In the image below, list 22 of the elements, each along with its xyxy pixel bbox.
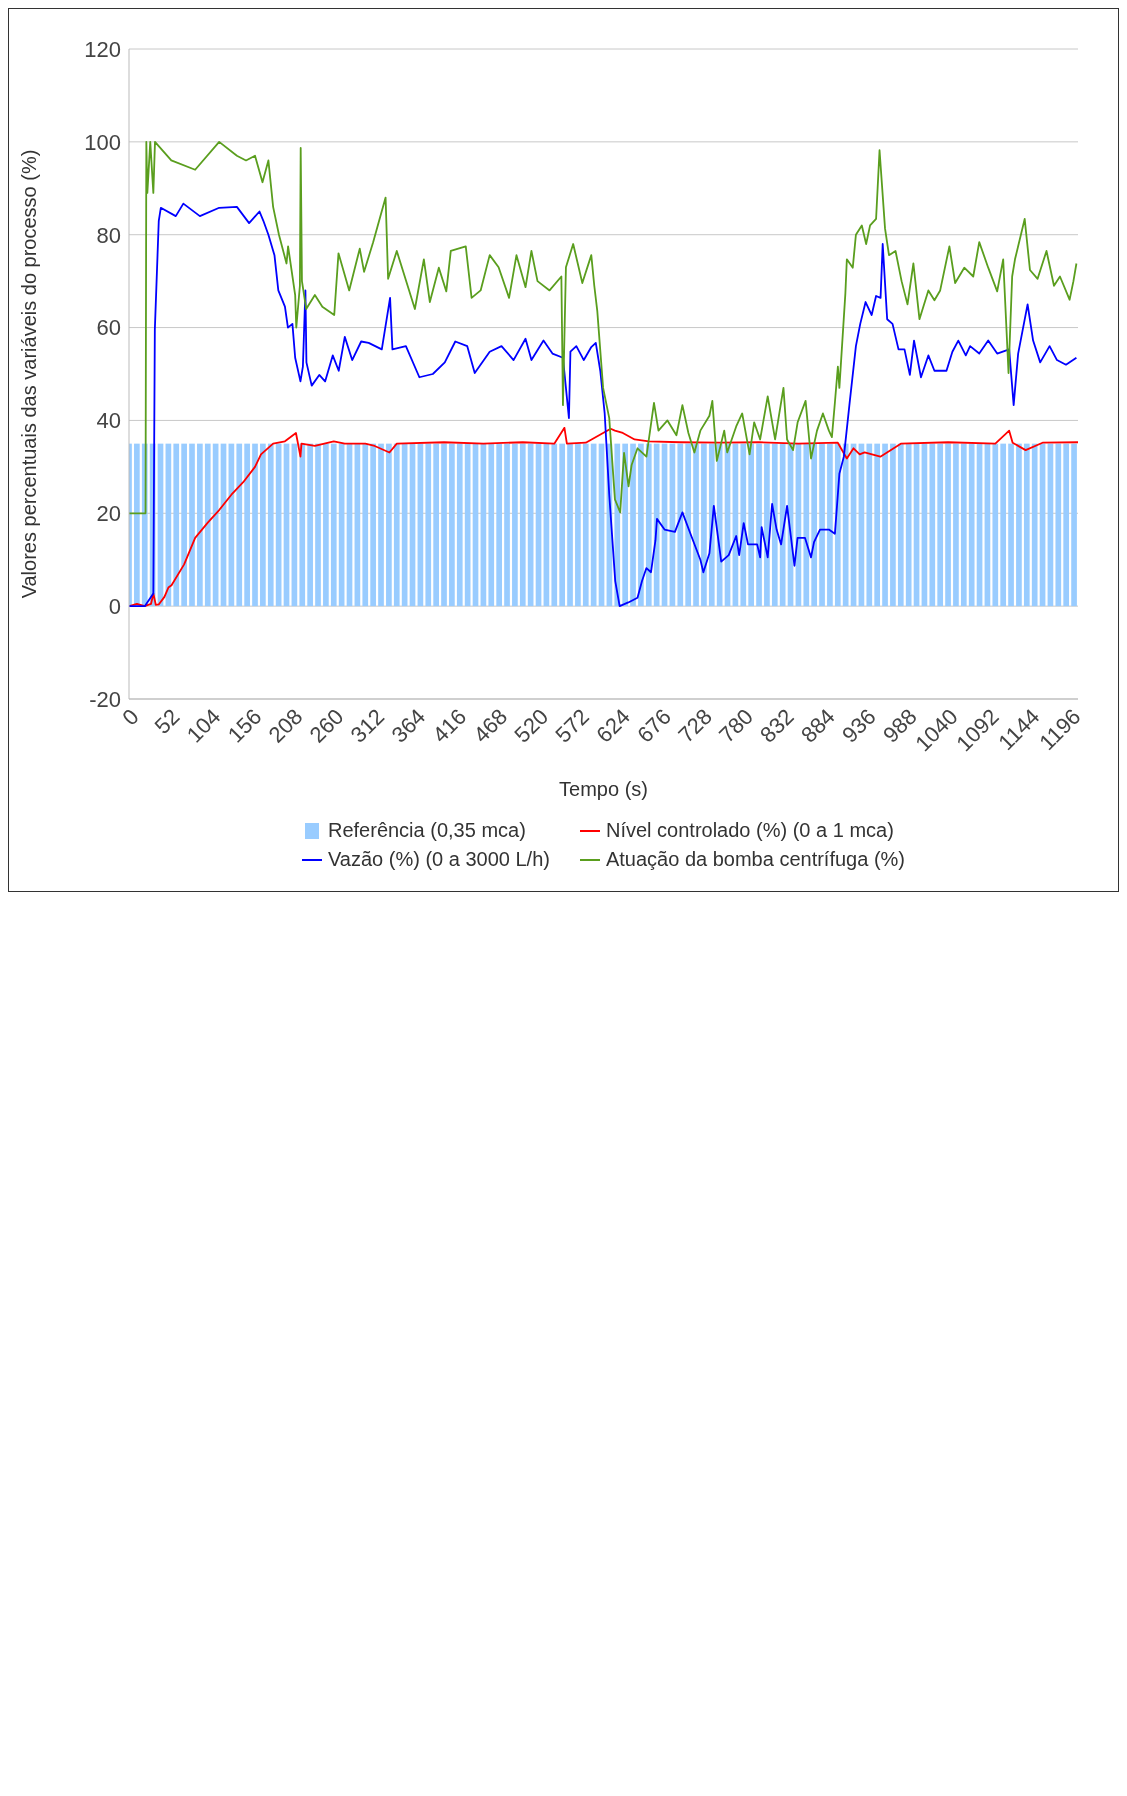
y-tick-label: 0 <box>108 593 121 619</box>
y-tick-label: 40 <box>96 408 121 434</box>
y-tick-label: 20 <box>96 501 121 527</box>
x-tick-label: 832 <box>755 703 799 748</box>
legend-label: Atuação da bomba centrífuga (%) <box>605 848 906 871</box>
x-tick-label: 884 <box>796 703 840 748</box>
line-series <box>129 202 1078 608</box>
y-tick-label: -20 <box>89 686 121 712</box>
legend-label: Referência (0,35 mca) <box>327 819 526 842</box>
x-tick-label: 728 <box>673 703 717 748</box>
y-tick-label: 120 <box>84 36 121 62</box>
x-tick-label: 780 <box>714 703 758 748</box>
y-axis-title: Valores percentuais das variáveis do processo (%) <box>18 149 41 599</box>
y-tick-label: 80 <box>96 222 121 248</box>
line-series <box>129 426 1078 608</box>
x-tick-label: 936 <box>837 703 881 748</box>
legend-label: Nível controlado (%) (0 a 1 mca) <box>605 819 894 842</box>
y-tick-label: 100 <box>84 129 121 155</box>
legend-label: Vazão (%) (0 a 3000 L/h) <box>327 848 550 871</box>
line-series <box>129 140 1078 515</box>
y-tick-label: 60 <box>96 315 121 341</box>
x-axis-title: Tempo (s) <box>558 777 649 802</box>
